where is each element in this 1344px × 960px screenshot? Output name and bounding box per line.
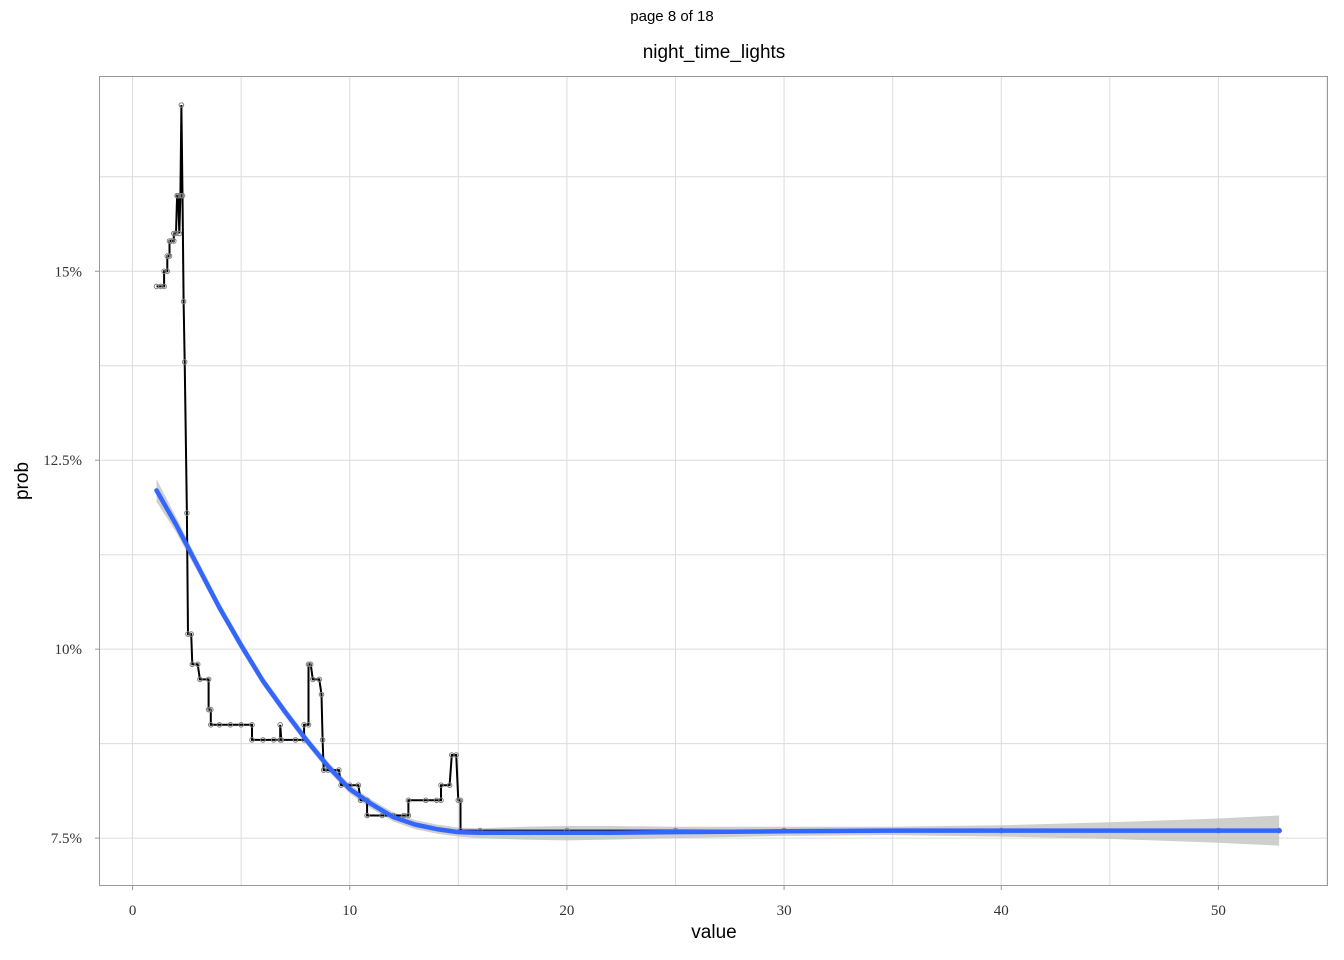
data-point xyxy=(438,797,444,804)
data-point xyxy=(318,691,325,698)
y-tick-label: 15% xyxy=(55,264,83,280)
data-point xyxy=(364,812,370,819)
data-point xyxy=(158,283,164,290)
data-point xyxy=(336,767,342,773)
data-point xyxy=(176,230,183,237)
y-tick-label: 10% xyxy=(55,642,83,658)
data-points-layer xyxy=(153,102,1282,834)
confidence-band xyxy=(156,479,1280,846)
x-tick-label: 50 xyxy=(1211,903,1226,919)
data-point xyxy=(164,268,171,275)
data-point xyxy=(208,722,214,728)
data-point xyxy=(307,661,314,668)
data-point xyxy=(455,797,462,804)
data-point xyxy=(185,631,191,637)
x-axis-ticks: 0 10 20 30 40 50 xyxy=(129,885,1226,919)
data-point xyxy=(423,797,429,804)
data-point xyxy=(180,298,187,305)
chart-title: night_time_lights xyxy=(643,42,786,63)
y-tick-label: 12.5% xyxy=(43,453,82,469)
data-point xyxy=(188,631,194,637)
data-point xyxy=(205,706,212,713)
x-tick-label: 0 xyxy=(129,903,137,919)
data-point xyxy=(181,359,188,365)
y-axis-label: prob xyxy=(12,462,33,500)
data-point xyxy=(277,722,284,728)
x-tick-label: 30 xyxy=(777,903,792,919)
data-point xyxy=(278,737,285,743)
x-tick-label: 10 xyxy=(342,903,357,919)
data-point xyxy=(194,661,201,668)
panel-border xyxy=(99,76,1328,886)
data-point xyxy=(379,812,386,819)
data-point xyxy=(457,797,464,804)
data-point xyxy=(171,238,177,244)
data-point xyxy=(305,722,312,728)
page-label: page 8 of 18 xyxy=(630,8,713,25)
data-point xyxy=(319,737,326,743)
x-tick-label: 40 xyxy=(994,903,1009,919)
data-point xyxy=(171,230,177,237)
data-point xyxy=(179,192,186,199)
data-point xyxy=(405,797,412,804)
data-point xyxy=(178,102,185,108)
data-point xyxy=(260,737,266,743)
y-axis-ticks: 7.5% 10% 12.5% 15% xyxy=(43,264,100,847)
x-axis-label: value xyxy=(691,922,736,943)
data-point xyxy=(238,722,244,728)
data-point xyxy=(227,722,234,728)
y-tick-label: 7.5% xyxy=(51,831,82,847)
data-point xyxy=(270,737,277,743)
data-point xyxy=(438,782,444,789)
data-point xyxy=(310,676,316,683)
data-point xyxy=(197,676,203,683)
data-point xyxy=(161,283,167,290)
smooth-series-layer xyxy=(154,488,1282,836)
data-point xyxy=(184,510,190,516)
data-point xyxy=(292,737,299,743)
data-point xyxy=(216,722,223,728)
data-point xyxy=(173,230,179,237)
step-series-layer xyxy=(156,104,1280,832)
data-point xyxy=(405,812,412,819)
data-point xyxy=(161,268,167,275)
data-point xyxy=(355,782,362,789)
data-point xyxy=(189,661,196,668)
step-line xyxy=(156,104,1280,832)
confidence-band-layer xyxy=(156,479,1280,846)
smooth-line xyxy=(154,488,1282,836)
data-point xyxy=(166,253,173,259)
data-point xyxy=(168,238,175,244)
data-point xyxy=(305,661,312,668)
data-point xyxy=(316,676,323,683)
x-tick-label: 20 xyxy=(559,903,574,919)
data-point xyxy=(249,737,255,743)
data-point xyxy=(205,676,212,683)
data-point xyxy=(208,706,214,713)
data-point xyxy=(177,192,184,199)
data-point xyxy=(446,782,453,789)
data-point xyxy=(453,752,460,758)
data-point xyxy=(164,253,171,259)
grid xyxy=(100,77,1328,885)
data-point xyxy=(249,722,255,728)
